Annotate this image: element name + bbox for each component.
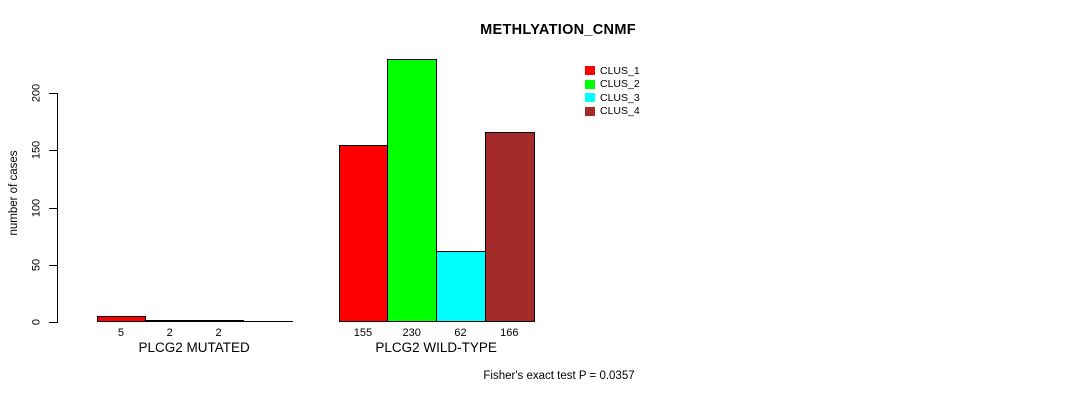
y-axis-tick <box>49 208 57 209</box>
bar-clus_2-group1 <box>145 320 196 322</box>
bar-value-label: 62 <box>454 327 467 339</box>
bar-clus_1-group2 <box>338 145 389 322</box>
bar-clus_4-group2 <box>484 132 535 322</box>
y-axis-tick <box>49 150 57 151</box>
legend-swatch-clus_1 <box>585 66 595 76</box>
legend: CLUS_1 CLUS_2 CLUS_3 CLUS_4 <box>585 64 640 118</box>
y-axis-line <box>57 93 58 323</box>
bar-clus_3-group2 <box>436 251 486 322</box>
legend-swatch-clus_3 <box>585 93 595 103</box>
legend-label-clus_3: CLUS_3 <box>600 91 640 104</box>
bar-clus_2-group2 <box>387 59 438 322</box>
y-axis-tick <box>49 265 57 266</box>
legend-item-clus_4: CLUS_4 <box>585 105 640 119</box>
y-axis-tick-label: 200 <box>30 83 43 103</box>
y-axis-tick-label: 50 <box>30 258 43 272</box>
fisher-test-annotation: Fisher's exact test P = 0.0357 <box>483 370 635 382</box>
bar-value-label: 2 <box>215 327 222 339</box>
y-axis-tick <box>49 93 57 94</box>
bar-clus_3-group1 <box>194 320 244 322</box>
legend-item-clus_3: CLUS_3 <box>585 91 640 105</box>
bar-clus_1-group1 <box>96 316 147 322</box>
legend-label-clus_1: CLUS_1 <box>600 64 640 77</box>
y-axis-tick-label: 100 <box>30 198 43 218</box>
bar-value-label: 166 <box>500 327 519 339</box>
chart-title: METHLYATION_CNMF <box>480 22 636 38</box>
legend-swatch-clus_4 <box>585 106 595 116</box>
category-label: PLCG2 MUTATED <box>138 340 250 355</box>
legend-swatch-clus_2 <box>585 79 595 89</box>
bar-clus_4-group1 <box>242 321 293 322</box>
legend-label-clus_2: CLUS_2 <box>600 78 640 90</box>
bar-value-label: 5 <box>117 327 124 339</box>
legend-label-clus_4: CLUS_4 <box>600 105 640 117</box>
bar-value-label: 2 <box>166 327 173 339</box>
legend-item-clus_2: CLUS_2 <box>585 78 640 92</box>
legend-item-clus_1: CLUS_1 <box>585 64 640 78</box>
bar-value-label: 155 <box>353 327 373 339</box>
y-axis-tick-label: 150 <box>30 140 43 160</box>
y-axis-tick-label: 0 <box>30 318 43 326</box>
category-label: PLCG2 WILD-TYPE <box>375 340 497 355</box>
bar-value-label: 230 <box>402 327 421 339</box>
y-axis-tick <box>49 322 57 323</box>
